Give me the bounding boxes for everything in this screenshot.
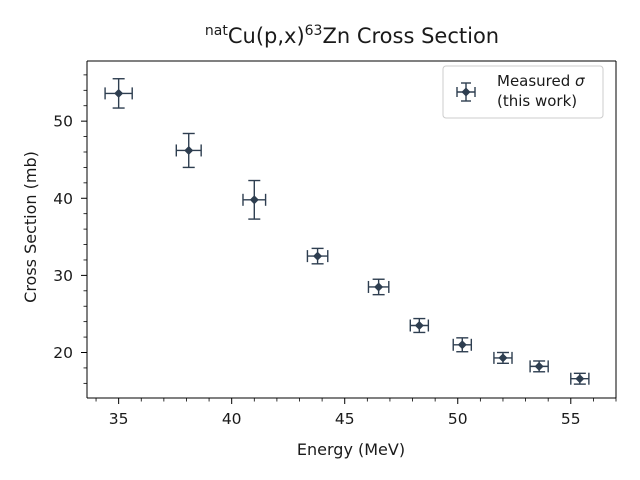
data-point [104, 78, 133, 109]
data-marker [249, 195, 259, 205]
chart-title-part-1: Cu(p,x) [228, 24, 305, 48]
data-marker [534, 361, 544, 371]
data-marker [114, 88, 124, 98]
data-marker [374, 282, 384, 292]
data-point [570, 372, 590, 385]
data-marker [414, 321, 424, 331]
data-point [175, 132, 202, 169]
chart-title-superscript-63: 63 [305, 23, 323, 39]
x-tick-label: 50 [448, 410, 468, 428]
data-point [529, 360, 549, 373]
data-marker [457, 340, 467, 350]
data-point [452, 337, 473, 353]
x-axis: 35 40 45 50 55 [95, 398, 617, 428]
legend: Measured σ (this work) [442, 65, 604, 119]
x-tick-label: 40 [222, 410, 242, 428]
data-point [493, 351, 513, 364]
y-tick-label: 50 [53, 113, 73, 131]
plot-frame [86, 60, 617, 399]
y-tick-label: 30 [53, 267, 73, 285]
x-tick-label: 45 [335, 410, 355, 428]
data-point [306, 247, 329, 265]
x-tick-label: 55 [561, 410, 581, 428]
data-point [367, 278, 390, 296]
chart-title-part-2: Zn Cross Section [322, 24, 499, 48]
y-axis: 20 30 40 50 [53, 74, 87, 384]
data-marker [184, 145, 194, 155]
y-axis-label: Cross Section (mb) [21, 151, 40, 303]
data-marker [498, 353, 508, 363]
data-marker [575, 374, 585, 384]
legend-label-line-1: Measured σ [497, 72, 585, 90]
legend-label-text: Measured [497, 72, 575, 90]
chart-title-superscript-nat: nat [205, 23, 228, 39]
legend-diamond-marker [461, 87, 471, 97]
legend-box [442, 65, 604, 119]
y-tick-label: 40 [53, 190, 73, 208]
legend-label-sigma: σ [575, 72, 585, 90]
chart-title: natCu(p,x)63Zn Cross Section [205, 23, 499, 48]
data-marker [313, 251, 323, 261]
data-point [409, 317, 430, 334]
legend-marker [456, 82, 476, 102]
y-tick-label: 20 [53, 344, 73, 362]
data-series [104, 78, 590, 385]
x-axis-label: Energy (MeV) [297, 440, 405, 459]
legend-label-line-2: (this work) [497, 92, 577, 110]
x-tick-label: 35 [109, 410, 129, 428]
data-point [242, 179, 267, 220]
